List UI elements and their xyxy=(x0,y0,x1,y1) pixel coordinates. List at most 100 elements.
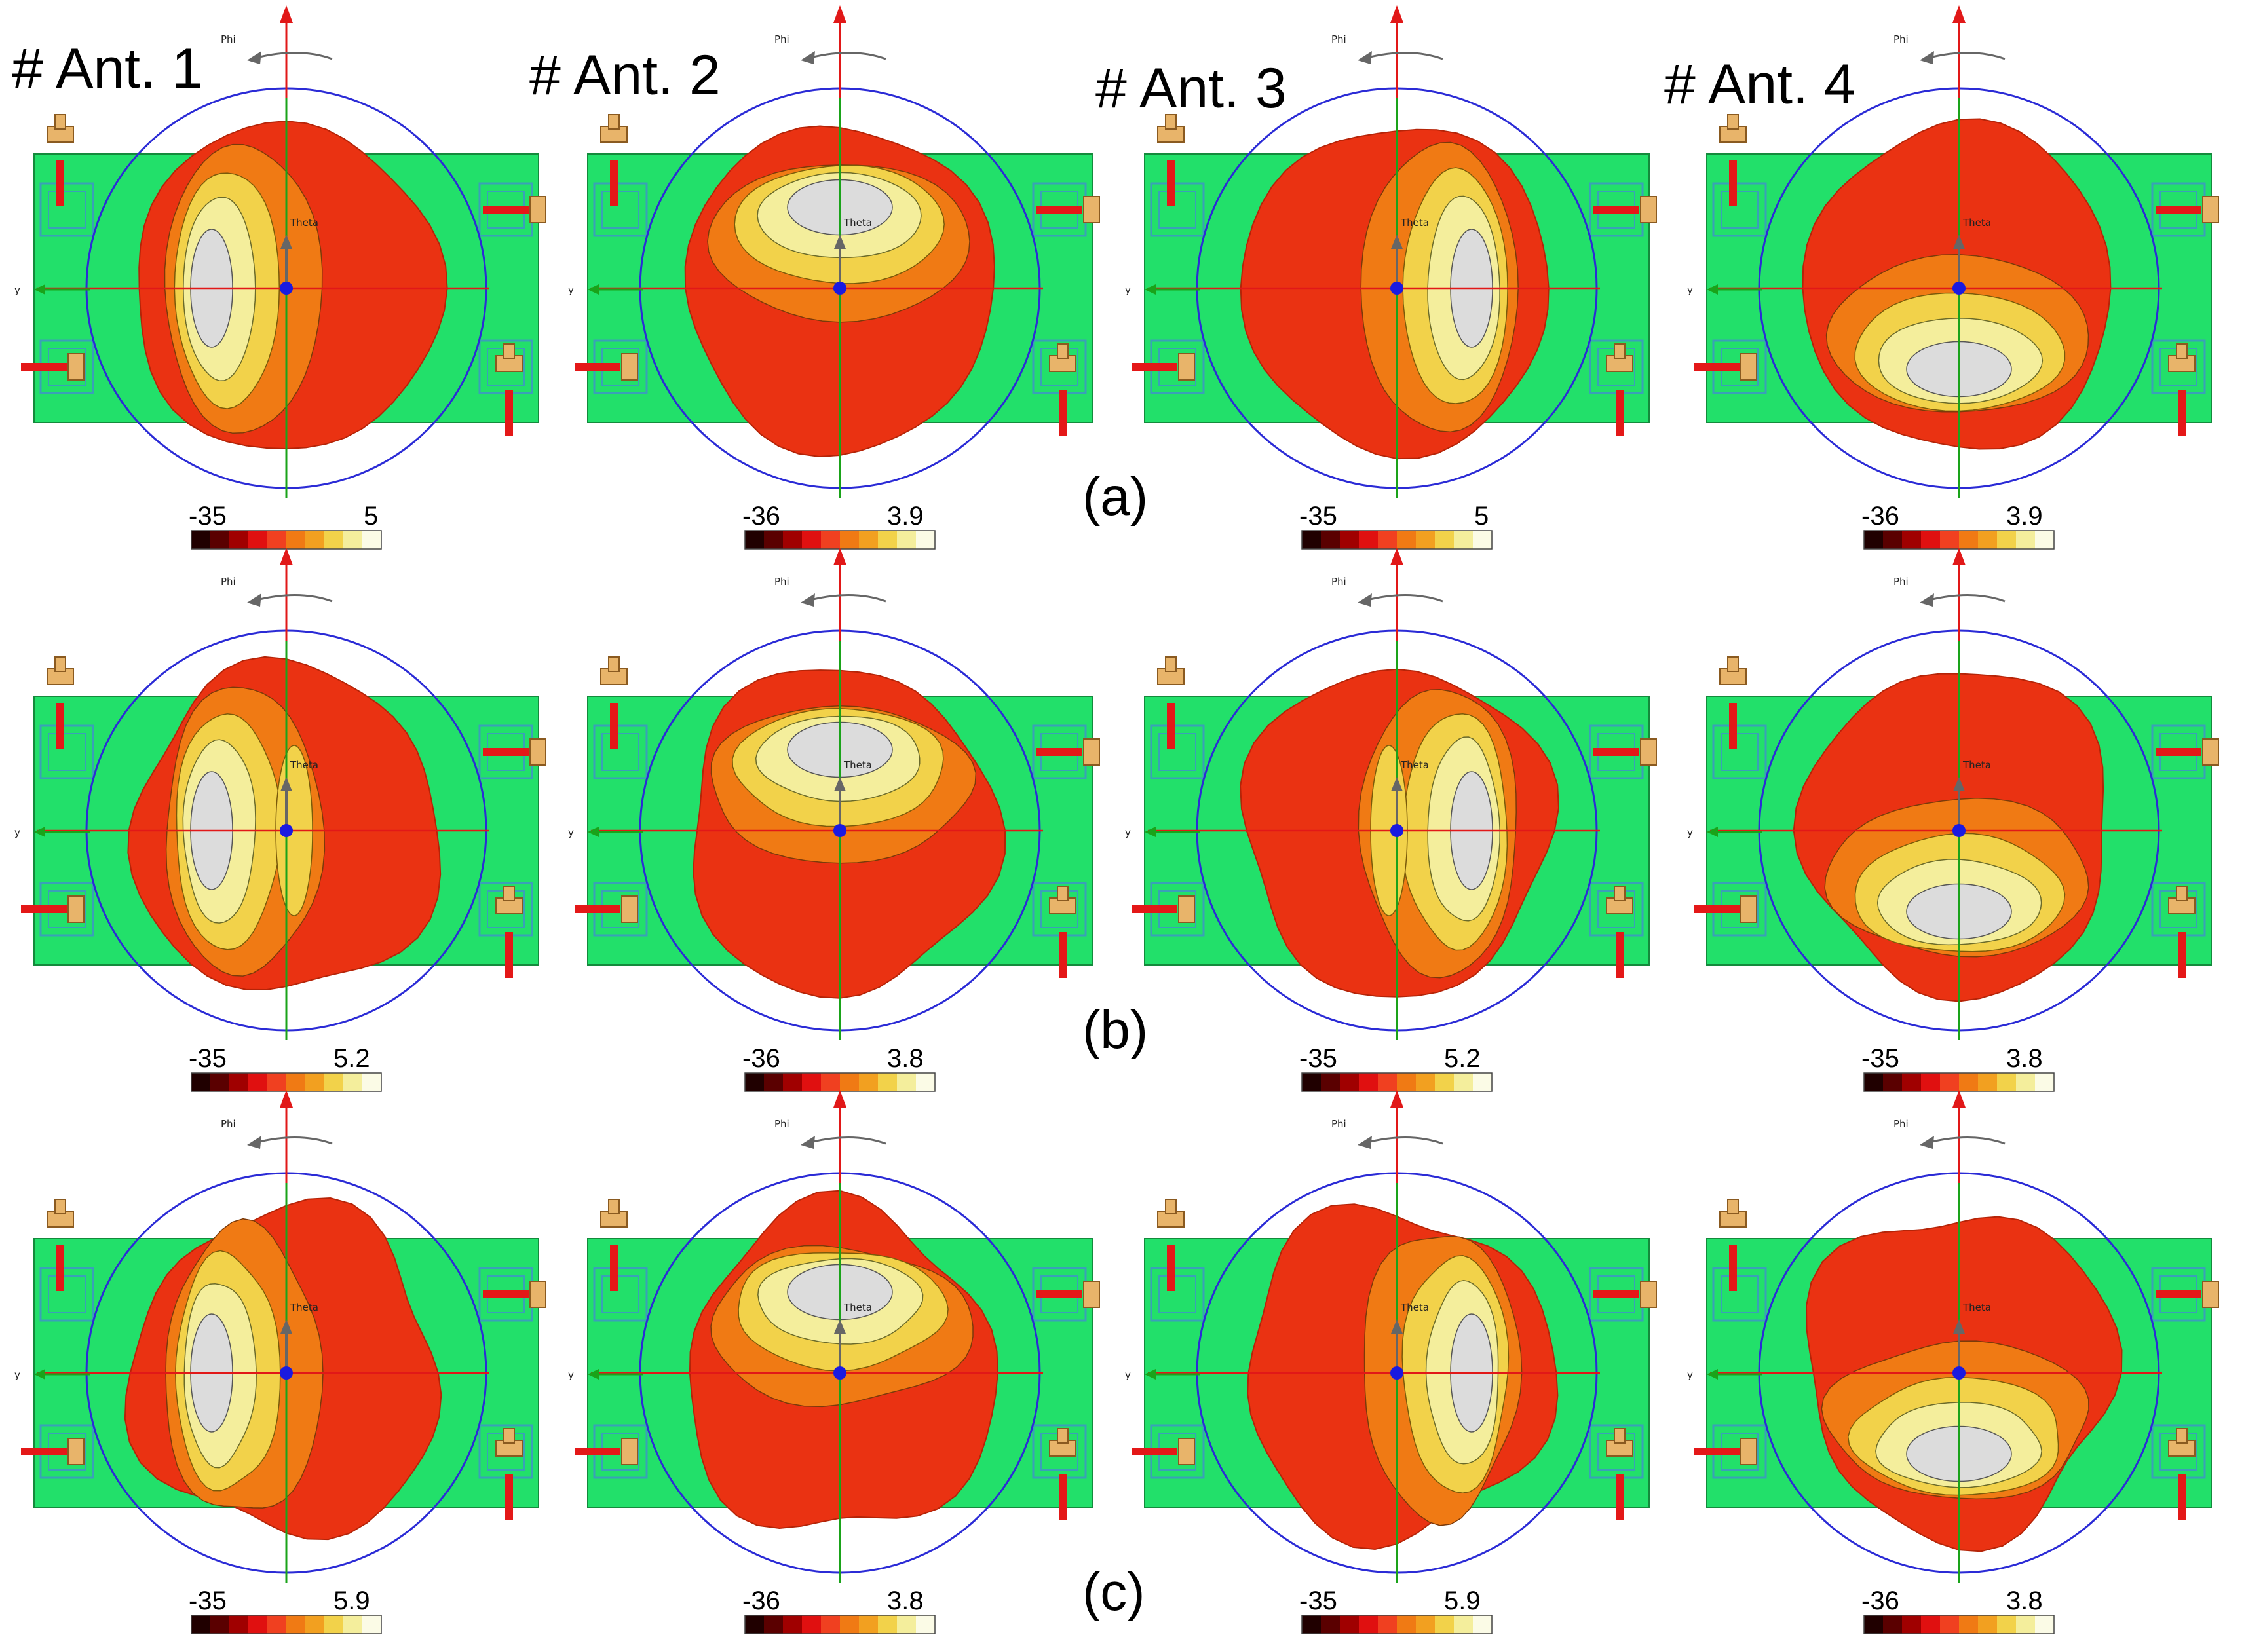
sma-connector xyxy=(1640,738,1657,766)
phi-arrow xyxy=(256,1136,333,1145)
y-axis-arrowhead xyxy=(1707,284,1718,295)
phi-arrow xyxy=(256,593,333,603)
sma-connector-tip xyxy=(54,1199,66,1214)
pattern-panel-3-1: y Theta Phi xyxy=(14,1090,546,1634)
scale-min-value: -35 xyxy=(189,1586,227,1615)
z-axis-arrowhead xyxy=(280,5,293,23)
color-scale-segment xyxy=(1959,1073,1979,1091)
color-scale-segment xyxy=(1997,1073,2017,1091)
color-scale-segment xyxy=(840,1073,860,1091)
sma-connector xyxy=(1083,196,1100,223)
color-scale-segment xyxy=(1340,1615,1360,1634)
sma-connector-tip xyxy=(1614,1428,1626,1444)
z-axis-arrowhead xyxy=(833,1090,846,1108)
color-scale-segment xyxy=(821,1615,841,1634)
y-axis-arrowhead xyxy=(1145,284,1156,295)
phi-label: Phi xyxy=(1893,1118,1909,1130)
scale-max-value: 5.9 xyxy=(333,1586,370,1615)
color-scale-segment xyxy=(764,1073,784,1091)
feed-port xyxy=(2156,206,2201,214)
sma-connector-tip xyxy=(608,656,620,672)
color-scale-segment xyxy=(2016,1615,2036,1634)
phi-arrow xyxy=(810,51,886,60)
color-scale-segment xyxy=(1378,1615,1398,1634)
slot-outline xyxy=(1712,182,1767,237)
phi-label: Phi xyxy=(774,576,789,588)
feed-port xyxy=(21,363,67,371)
phi-label: Phi xyxy=(221,33,236,45)
color-scale-segment xyxy=(1940,531,1960,549)
scale-min-value: -35 xyxy=(1299,1586,1337,1615)
feed-port xyxy=(505,390,513,436)
color-scale-segment xyxy=(1378,1073,1398,1091)
origin-dot xyxy=(833,1366,846,1380)
pattern-panel-1-4: y Theta Phi xyxy=(1687,5,2219,550)
theta-label: Theta xyxy=(843,759,872,771)
color-scale-segment xyxy=(802,1073,822,1091)
feed-port xyxy=(21,905,67,913)
color-scale-segment xyxy=(210,1615,230,1634)
phi-arrow xyxy=(1929,51,2006,60)
slot-outline xyxy=(1150,724,1205,779)
scale-max-value: 3.8 xyxy=(2006,1044,2043,1073)
pattern-panel-1-3: y Theta Phi xyxy=(1125,5,1657,550)
sma-connector-tip xyxy=(2176,886,2188,901)
sma-connector xyxy=(529,1281,546,1308)
sma-connector xyxy=(529,738,546,766)
slot-outline-inner xyxy=(601,1275,639,1313)
theta-arrowhead xyxy=(834,235,846,249)
z-axis-arrowhead xyxy=(1952,1090,1966,1108)
slot-outline xyxy=(1150,1267,1205,1322)
phi-label: Phi xyxy=(221,1118,236,1130)
color-scale-segment xyxy=(916,531,936,549)
sma-connector xyxy=(1178,1438,1195,1465)
feed-port xyxy=(610,703,618,749)
y-axis-arrowhead xyxy=(588,284,599,295)
color-scale-segment xyxy=(2035,1073,2055,1091)
feed-port xyxy=(505,1474,513,1520)
sma-connector xyxy=(2202,1281,2219,1308)
theta-arrowhead xyxy=(280,777,292,791)
sma-connector-tip xyxy=(1727,114,1739,130)
slot-outline-inner xyxy=(48,1275,86,1313)
y-axis-label: y xyxy=(568,1369,574,1381)
sma-connector xyxy=(1740,895,1757,923)
scale-max-value: 3.9 xyxy=(887,502,924,531)
sma-connector xyxy=(67,1438,85,1465)
theta-label: Theta xyxy=(290,1302,318,1313)
feed-port xyxy=(1694,363,1740,371)
theta-arrowhead xyxy=(1953,777,1965,791)
color-scale-segment xyxy=(324,531,344,549)
color-scale-segment xyxy=(1416,531,1436,549)
sma-connector xyxy=(67,353,85,381)
color-scale-segment xyxy=(1359,1615,1379,1634)
theta-label: Theta xyxy=(1962,217,1991,229)
color-scale-segment xyxy=(1883,1615,1903,1634)
color-scale-segment xyxy=(897,1073,917,1091)
feed-port xyxy=(1616,1474,1624,1520)
y-axis-label: y xyxy=(1687,1369,1693,1381)
theta-label: Theta xyxy=(290,217,318,229)
feed-port xyxy=(1059,932,1067,978)
color-scale-segment xyxy=(1959,1615,1979,1634)
color-scale-segment xyxy=(1321,1073,1341,1091)
sma-connector-tip xyxy=(503,1428,515,1444)
sma-connector xyxy=(1740,1438,1757,1465)
sma-connector-tip xyxy=(1057,343,1069,359)
color-scale-segment xyxy=(783,1615,803,1634)
color-scale-segment xyxy=(859,1615,879,1634)
scale-max-value: 5 xyxy=(1474,502,1489,531)
origin-dot xyxy=(1952,1366,1966,1380)
color-scale-segment xyxy=(1302,531,1322,549)
pattern-panel-3-4: y Theta Phi xyxy=(1687,1090,2219,1634)
color-scale-segment xyxy=(1864,1073,1884,1091)
origin-dot xyxy=(280,1366,293,1380)
color-scale-segment xyxy=(897,531,917,549)
sma-connector xyxy=(2202,196,2219,223)
slot-outline xyxy=(39,724,94,779)
scale-max-value: 3.8 xyxy=(887,1044,924,1073)
scale-max-value: 5.9 xyxy=(1444,1586,1481,1615)
scale-min-value: -36 xyxy=(742,1586,780,1615)
color-scale-segment xyxy=(229,531,249,549)
